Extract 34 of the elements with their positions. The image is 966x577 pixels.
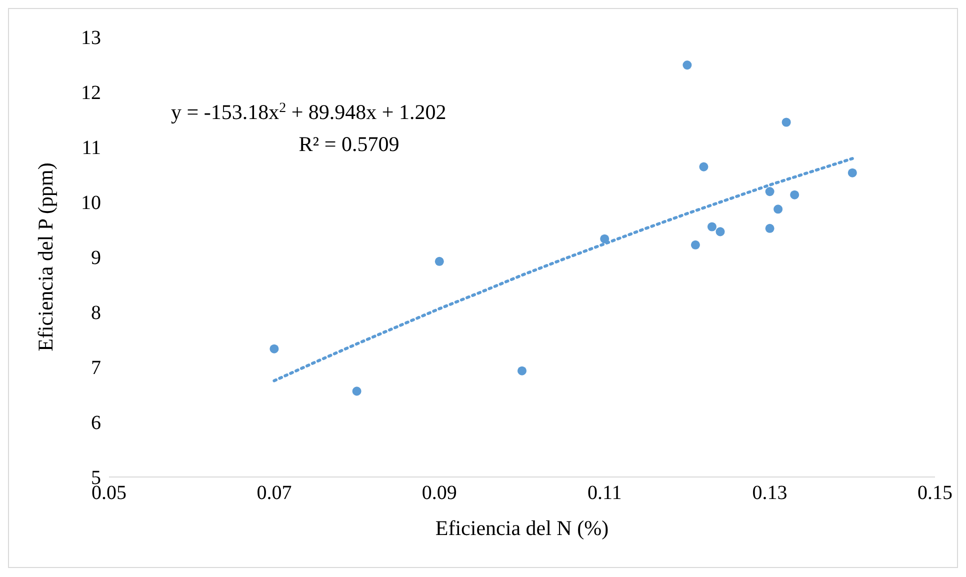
point [352, 386, 362, 396]
point [600, 234, 610, 244]
annotation: y = -153.18x$^{2}$ + 89.948x + 1.202 [171, 100, 446, 124]
x-tick-label: 0.09 [422, 482, 457, 504]
point [774, 204, 783, 214]
x-tick-label: 0.13 [752, 482, 788, 504]
y-tick-label: 12 [81, 82, 101, 104]
point [690, 240, 700, 250]
x-tick-label: 0.07 [256, 482, 292, 504]
y-tick-label: 6 [91, 412, 101, 434]
point [765, 187, 774, 196]
y-tick-label: 13 [81, 27, 101, 50]
point [434, 256, 444, 266]
x-tick-label: 0.15 [918, 482, 952, 504]
x-tick-label: 0.11 [587, 482, 622, 504]
point [782, 118, 791, 127]
point [517, 366, 527, 376]
point [848, 168, 857, 178]
y-tick-label: 7 [91, 357, 101, 380]
annotation: R² = 0.5709 [298, 132, 400, 156]
point [716, 227, 725, 236]
y-axis-title: Eficiencia del P (ppm) [33, 162, 58, 352]
point [699, 162, 708, 172]
y-tick-label: 10 [81, 192, 101, 214]
x-axis-title: Eficiencia del N (%) [435, 516, 609, 540]
point [790, 190, 800, 200]
y-tick-label: 8 [91, 302, 101, 324]
line-series [272, 157, 854, 382]
y-tick-label: 9 [91, 247, 101, 270]
point [682, 60, 692, 70]
point [707, 222, 716, 232]
point [765, 224, 774, 233]
y-tick-label: 11 [82, 137, 101, 160]
point [270, 344, 279, 354]
